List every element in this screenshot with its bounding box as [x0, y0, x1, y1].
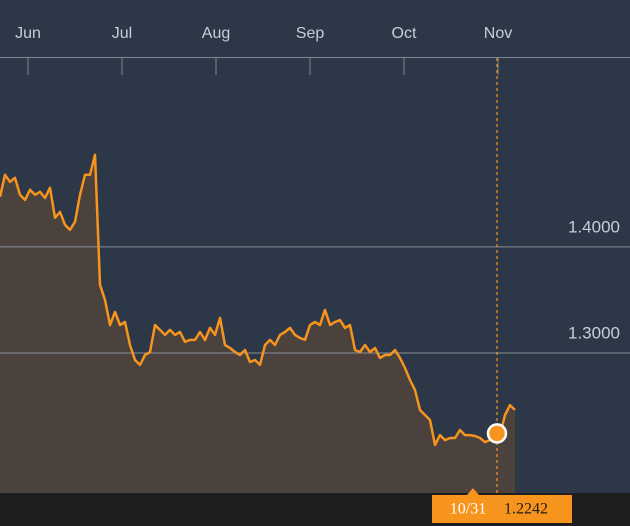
area	[0, 154, 515, 494]
x-tick-label: Nov	[484, 25, 512, 42]
x-tick-label: Jul	[112, 25, 132, 42]
x-tick-label: Aug	[202, 25, 230, 42]
highlight-point	[486, 423, 508, 444]
x-tick-label: Sep	[296, 25, 325, 42]
label-pointer	[467, 488, 479, 495]
label-value: 1.2242	[504, 501, 548, 518]
label-box	[432, 495, 572, 523]
x-tick-label: Jun	[15, 25, 41, 42]
value-label: 10/31 1.2242	[432, 488, 572, 523]
line	[0, 153, 516, 447]
label-date: 10/31	[450, 501, 486, 518]
y-tick-label: 1.4000	[568, 217, 620, 236]
x-tick-label: Oct	[392, 25, 417, 42]
y-tick-label: 1.3000	[568, 323, 620, 342]
